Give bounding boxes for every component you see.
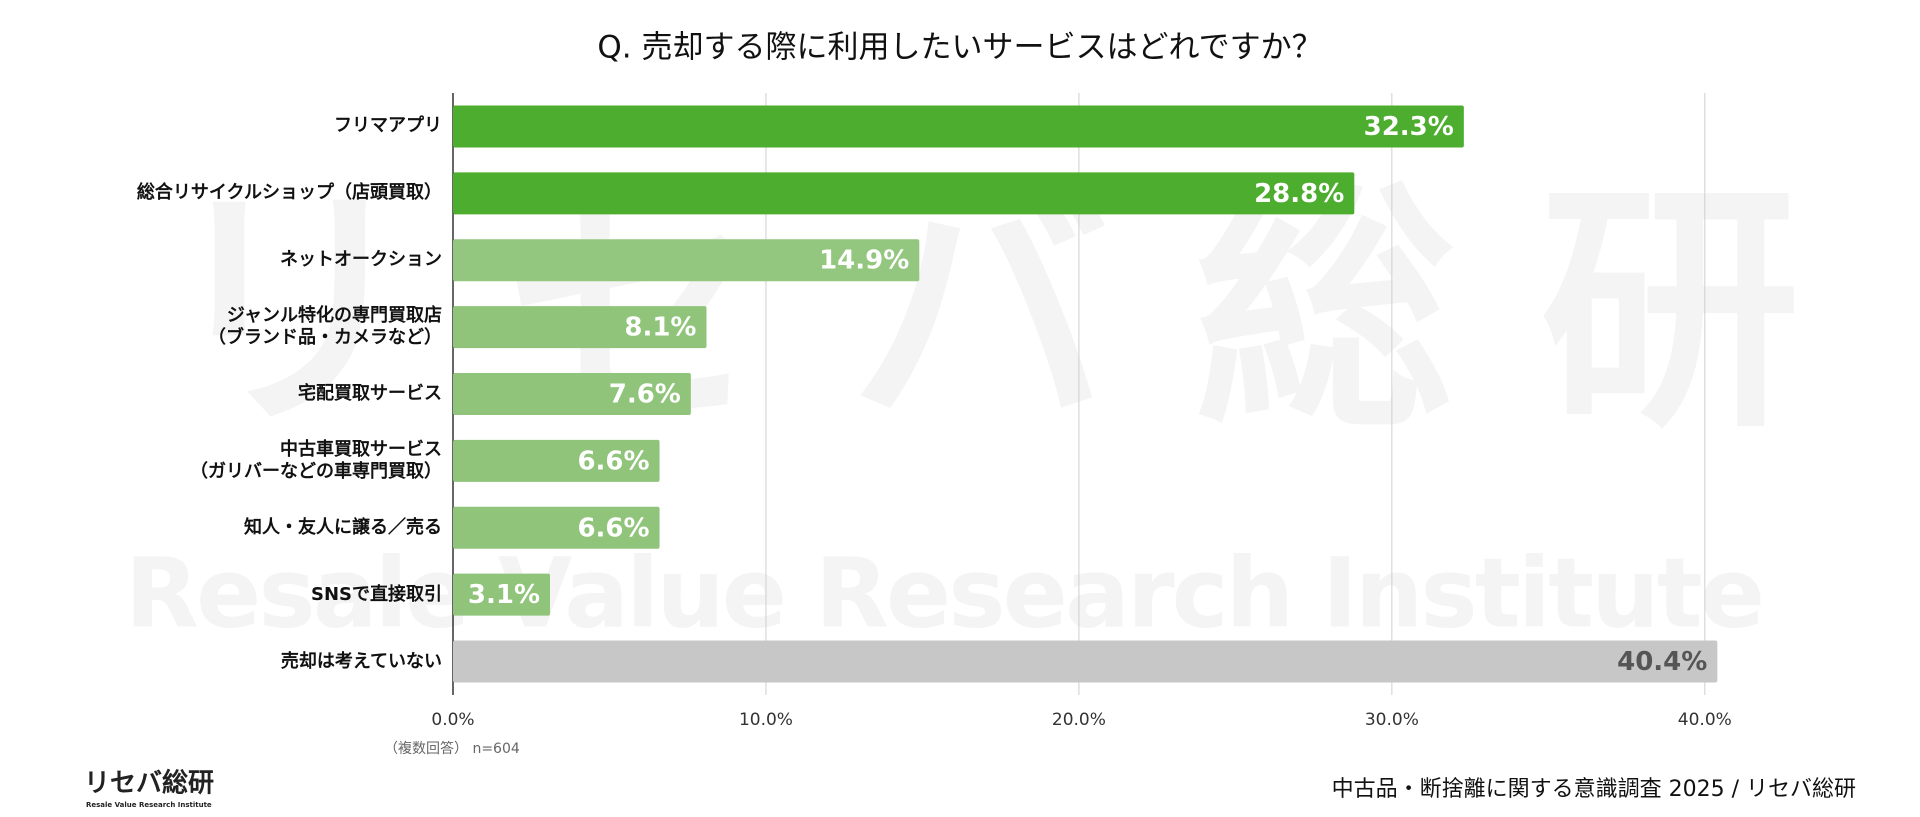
value-label: 6.6% (577, 446, 649, 476)
x-tick-label: 0.0% (431, 710, 474, 730)
category-label: 総合リサイクルショップ（店頭買取） (136, 182, 442, 204)
bar (453, 439, 660, 482)
x-tick-label: 10.0% (739, 710, 793, 730)
x-tick-label: 30.0% (1365, 710, 1419, 730)
bar (453, 239, 920, 282)
value-label: 7.6% (609, 380, 681, 410)
category-label: 中古車買取サービス （ガリバーなどの車専門買取） (190, 438, 442, 482)
logo-title: リセバ総研 (84, 768, 214, 799)
value-label: 3.1% (468, 580, 540, 610)
bar (453, 172, 1355, 215)
value-label: 28.8% (1254, 179, 1344, 209)
x-tick-label: 40.0% (1678, 710, 1732, 730)
category-label: ジャンル特化の専門買取店 （ブランド品・カメラなど） (208, 305, 442, 349)
category-label: 宅配買取サービス (298, 383, 442, 404)
value-label: 8.1% (624, 313, 696, 343)
bar (453, 506, 660, 549)
value-label: 40.4% (1617, 647, 1707, 677)
category-label: 売却は考えていない (280, 650, 442, 672)
x-tick-label: 20.0% (1052, 710, 1106, 730)
bar (453, 640, 1718, 683)
category-label: フリマアプリ (334, 115, 442, 137)
watermark-subtitle: Resale Value Research Institute (125, 537, 1765, 649)
bar (453, 373, 691, 415)
value-label: 32.3% (1364, 112, 1454, 142)
category-label: ネットオークション (280, 249, 442, 271)
value-label: 14.9% (819, 246, 909, 276)
category-label: 知人・友人に譲る／売る (244, 516, 442, 538)
bar (453, 306, 707, 349)
chart-title: Q. 売却する際に利用したいサービスはどれですか？ (597, 30, 1322, 66)
logo-subtitle: Resale Value Research Institute (86, 801, 212, 809)
note: （複数回答） n=604 (384, 740, 520, 757)
category-label: SNSで直接取引 (311, 583, 442, 605)
bar (453, 105, 1464, 148)
bar (453, 573, 551, 616)
value-label: 6.6% (577, 513, 649, 543)
source: 中古品・断捨離に関する意識調査 2025 / リセバ総研 (1332, 777, 1856, 802)
